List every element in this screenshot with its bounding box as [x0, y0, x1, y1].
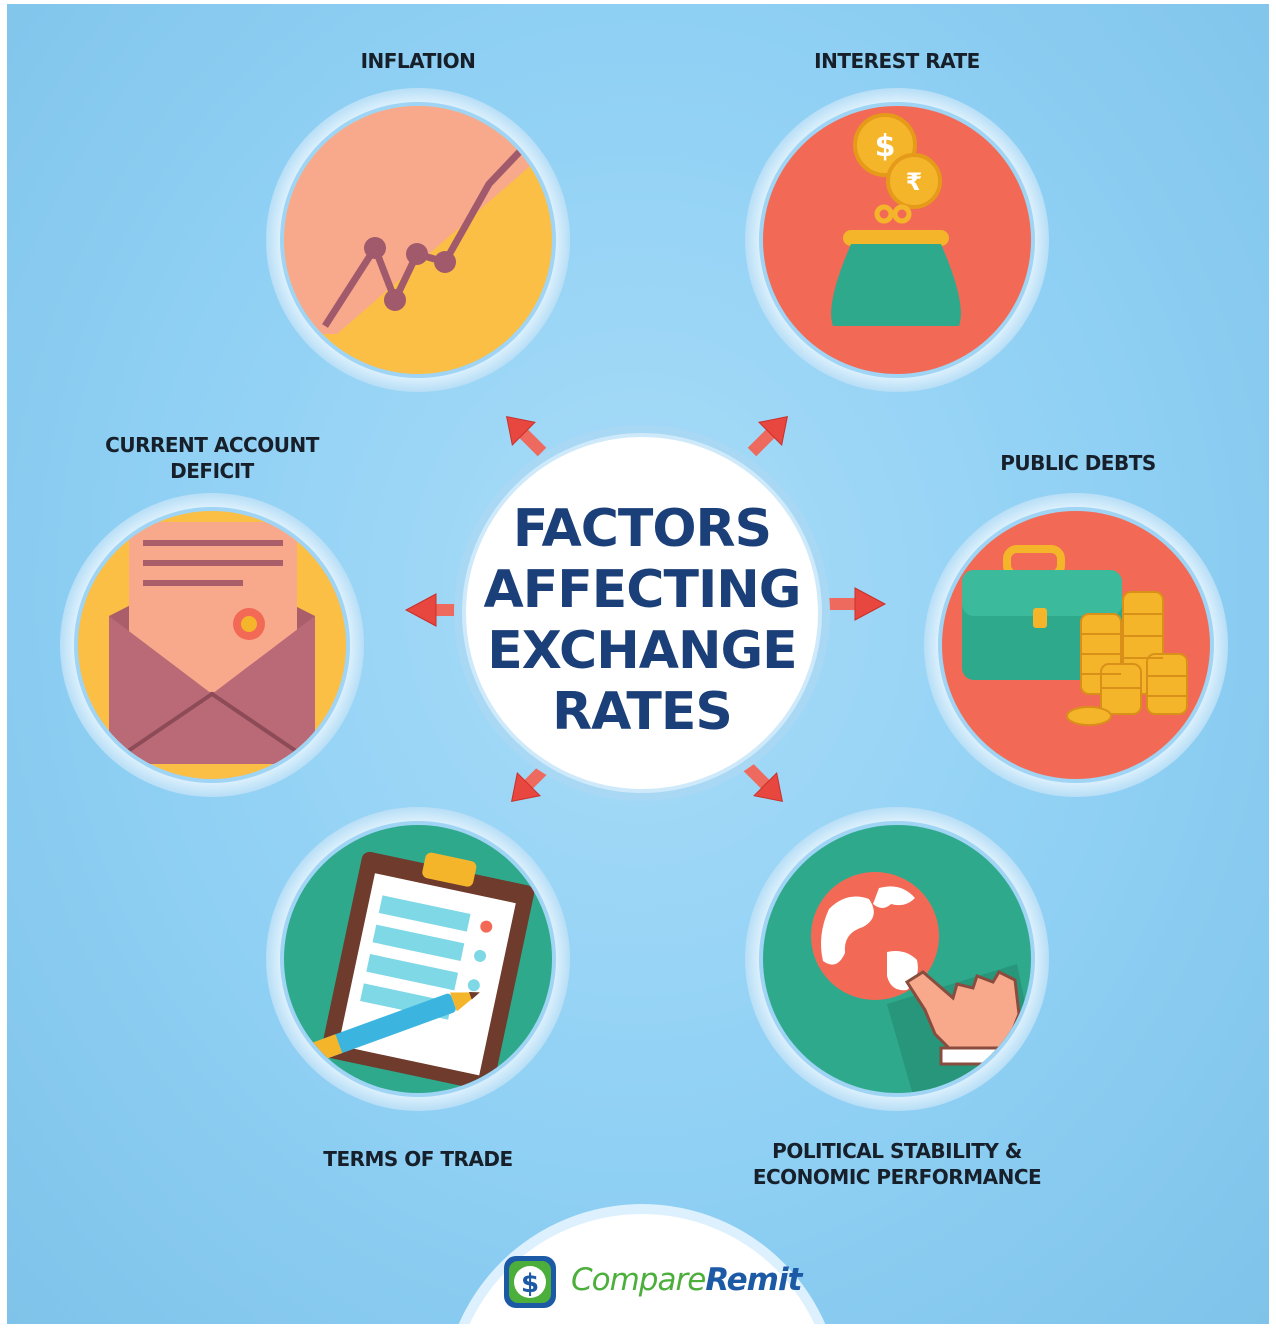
briefcase-coins-icon [942, 511, 1210, 779]
inflation-circle [266, 88, 570, 392]
label-public-debts: PUBLIC DEBTS [1000, 451, 1156, 475]
label-political-stability: POLITICAL STABILITY & ECONOMIC PERFORMAN… [752, 1139, 1042, 1189]
infographic-art: $ ₹ [60, 88, 1228, 1324]
brand-logo-icon: $ [504, 1256, 556, 1308]
political-stability-circle [745, 807, 1049, 1111]
arrow-down-right [742, 761, 783, 802]
public-debts-circle [924, 493, 1228, 797]
infographic-canvas: $ ₹ [7, 4, 1269, 1324]
rupee-coin-icon [886, 153, 942, 209]
rising-chart-icon [284, 106, 552, 374]
coin-purse-icon [763, 106, 1031, 374]
arrow-right [829, 587, 887, 621]
brand-part-remit: Remit [705, 1262, 802, 1298]
label-terms-of-trade: TERMS OF TRADE [323, 1147, 513, 1171]
rupee-glyph: ₹ [906, 168, 923, 196]
center-circle [454, 425, 830, 801]
globe-pointer-icon [763, 825, 1031, 1093]
terms-of-trade-circle [266, 807, 570, 1111]
brand-name: CompareRemit [571, 1262, 802, 1298]
label-interest-rate: INTEREST RATE [814, 49, 980, 73]
current-account-circle [60, 493, 364, 797]
title-line-1: FACTORS [512, 499, 772, 559]
interest-rate-circle: $ ₹ [745, 88, 1049, 392]
clipboard-pen-icon [284, 825, 552, 1093]
arrow-up-right [747, 416, 788, 457]
brand-part-compare: Compare [571, 1262, 706, 1298]
arrow-up-left [506, 416, 547, 457]
dollar-glyph: $ [875, 129, 896, 164]
svg-text:$: $ [521, 1269, 539, 1299]
title-line-2: AFFECTING [483, 560, 802, 620]
label-current-account-deficit: CURRENT ACCOUNT DEFICIT [105, 433, 319, 483]
page-title: FACTORS AFFECTING EXCHANGE RATES [452, 499, 832, 743]
label-inflation: INFLATION [360, 49, 476, 73]
title-line-3: EXCHANGE [487, 621, 797, 681]
title-line-4: RATES [552, 682, 733, 742]
envelope-letter-icon [78, 511, 346, 779]
